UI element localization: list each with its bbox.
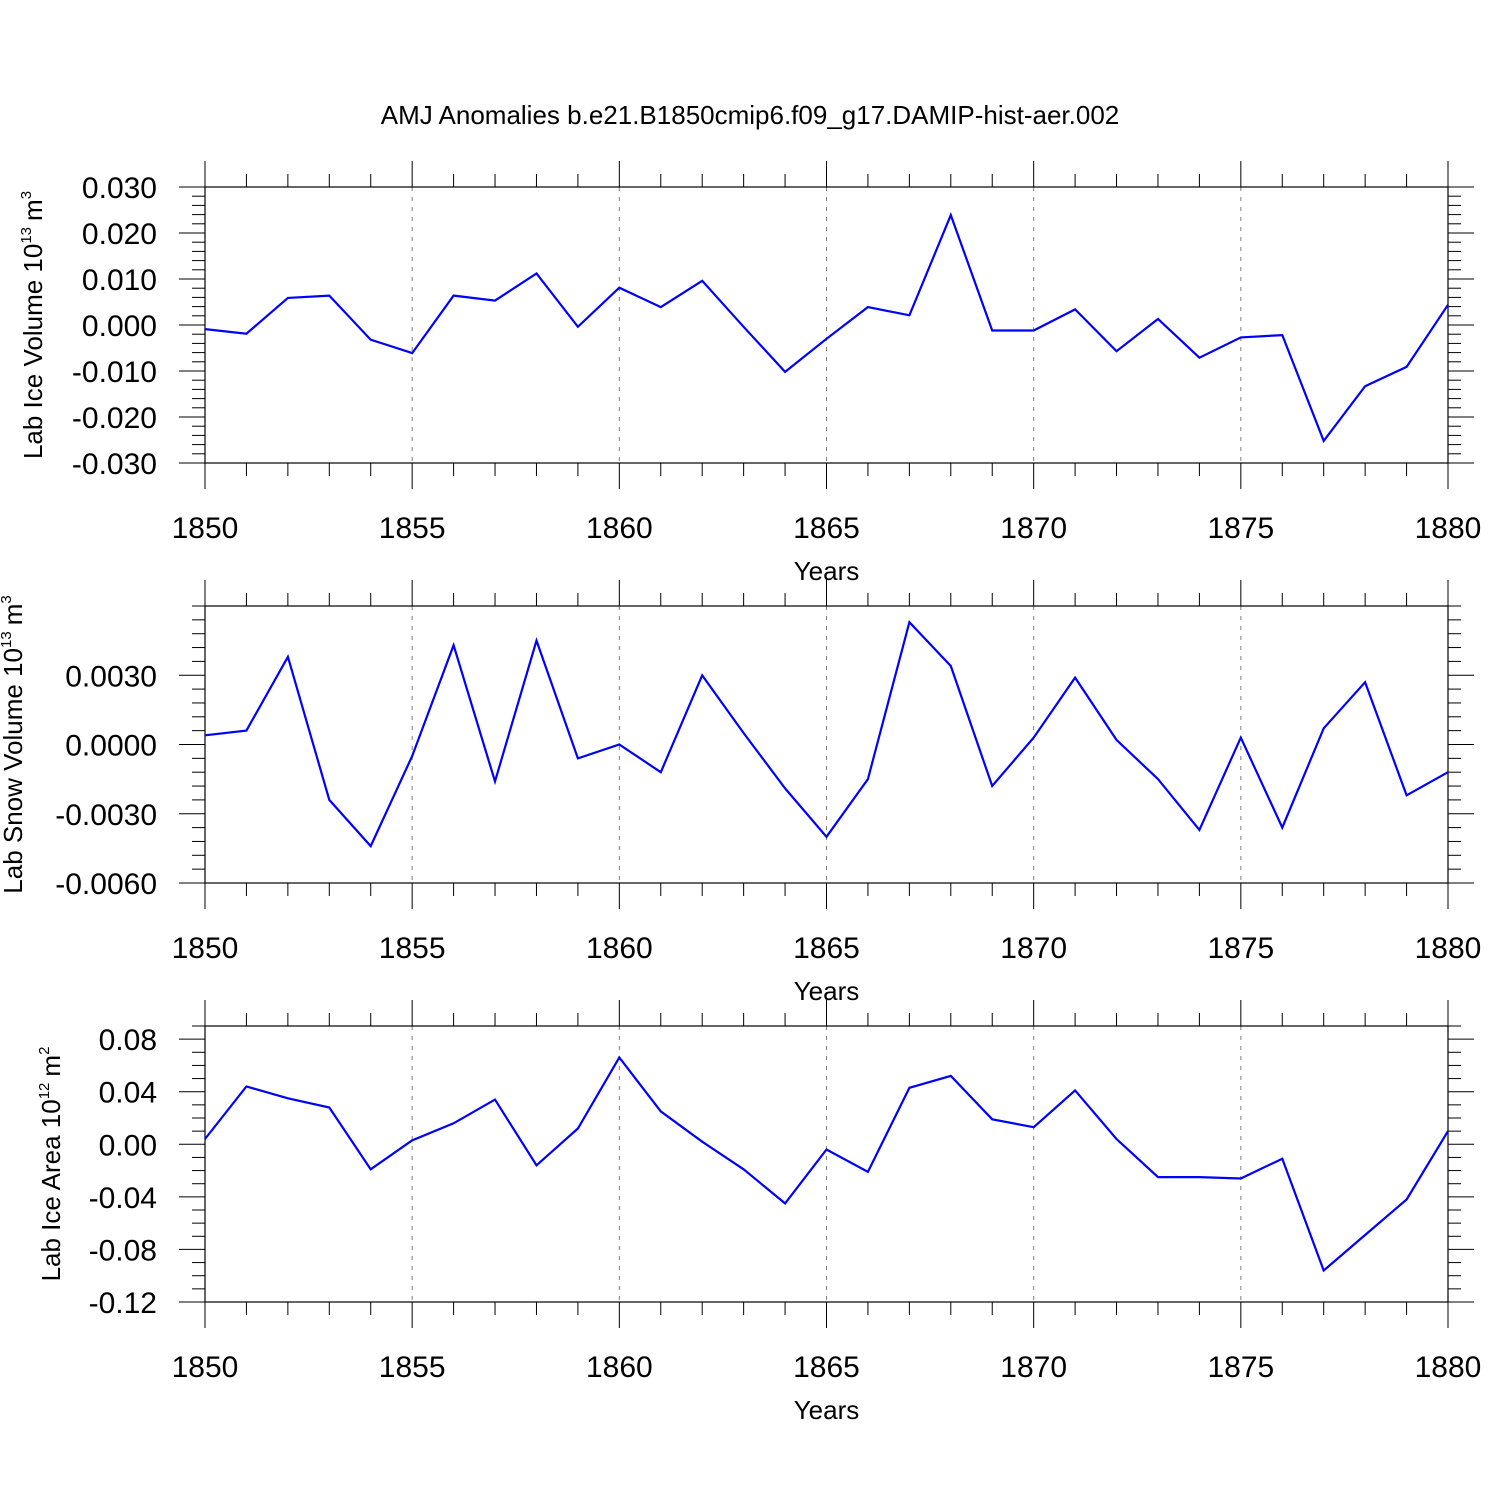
x-tick-label: 1855 bbox=[379, 512, 446, 545]
panel-snow-volume: 1850 1855 1860 1865 1870 1875 1880 0.0030 0.0000… bbox=[0, 580, 1481, 1006]
y-tick-label: -0.04 bbox=[89, 1182, 157, 1215]
x-tick-label: 1860 bbox=[586, 1351, 653, 1384]
chart-title: AMJ Anomalies b.e21.B1850cmip6.f09_g17.D… bbox=[381, 100, 1120, 130]
y-tick-label: -0.0060 bbox=[55, 868, 157, 901]
y-axis-label-unit: m bbox=[36, 1055, 66, 1077]
x-tick-label: 1865 bbox=[793, 1351, 860, 1384]
y-axis-label-exponent: 13 bbox=[0, 631, 15, 648]
y-axis-label: Lab Ice Area 1012 m2 bbox=[36, 1047, 66, 1282]
series-line bbox=[204, 620, 1449, 849]
y-axis-label-unit-exponent: 2 bbox=[36, 1047, 53, 1055]
x-tick-label: 1865 bbox=[793, 932, 860, 965]
y-tick-label: 0.0000 bbox=[65, 730, 157, 763]
y-tick-label: 0.00 bbox=[99, 1129, 157, 1162]
y-tick-label: 0.020 bbox=[82, 218, 157, 251]
y-tick-label: -0.0030 bbox=[55, 799, 157, 832]
y-axis-label: Lab Snow Volume 1013 m3 bbox=[0, 595, 28, 893]
y-axis-label-unit: m bbox=[0, 604, 28, 626]
y-axis-label: Lab Ice Volume 1013 m3 bbox=[18, 191, 48, 459]
series-line bbox=[204, 1055, 1449, 1273]
y-axis-label-unit-exponent: 3 bbox=[0, 595, 15, 603]
y-tick-label: 0.08 bbox=[99, 1024, 157, 1057]
y-axis-label-unit-exponent: 3 bbox=[18, 191, 35, 199]
panel-ice-volume: 1850 1855 1860 1865 1870 1875 1880 0.030 0.020 0.… bbox=[18, 161, 1481, 586]
x-tick-label: 1880 bbox=[1415, 932, 1482, 965]
x-tick-label: 1855 bbox=[379, 932, 446, 965]
x-tick-label: 1880 bbox=[1415, 1351, 1482, 1384]
y-tick-label: -0.12 bbox=[89, 1287, 157, 1320]
x-tick-label: 1875 bbox=[1207, 932, 1274, 965]
x-tick-label: 1865 bbox=[793, 512, 860, 545]
x-tick-label: 1860 bbox=[586, 932, 653, 965]
x-tick-label: 1880 bbox=[1415, 512, 1482, 545]
y-tick-label: 0.04 bbox=[99, 1077, 157, 1110]
x-tick-label: 1870 bbox=[1000, 512, 1067, 545]
y-tick-label: -0.010 bbox=[72, 356, 157, 389]
x-tick-label: 1850 bbox=[172, 512, 239, 545]
x-tick-label: 1870 bbox=[1000, 932, 1067, 965]
x-tick-label: 1875 bbox=[1207, 1351, 1274, 1384]
x-tick-label: 1850 bbox=[172, 932, 239, 965]
y-axis-label-unit: m bbox=[18, 199, 48, 221]
x-tick-label: 1855 bbox=[379, 1351, 446, 1384]
x-tick-label: 1870 bbox=[1000, 1351, 1067, 1384]
panel-ice-area: 1850 1855 1860 1865 1870 1875 1880 0.08 0.04 0.00… bbox=[36, 1000, 1481, 1425]
y-axis-label-exponent: 12 bbox=[36, 1083, 53, 1100]
y-tick-label: 0.030 bbox=[82, 172, 157, 205]
y-axis-label-exponent: 13 bbox=[18, 227, 35, 244]
y-tick-label: 0.000 bbox=[82, 310, 157, 343]
y-tick-label: -0.08 bbox=[89, 1234, 157, 1267]
y-tick-label: -0.030 bbox=[72, 448, 157, 481]
y-tick-label: 0.0030 bbox=[65, 660, 157, 693]
x-tick-label: 1875 bbox=[1207, 512, 1274, 545]
x-tick-label: 1860 bbox=[586, 512, 653, 545]
y-axis-label-text: Lab Snow Volume 10 bbox=[0, 648, 28, 894]
x-tick-label: 1850 bbox=[172, 1351, 239, 1384]
x-axis-label: Years bbox=[794, 1395, 860, 1425]
y-tick-label: 0.010 bbox=[82, 264, 157, 297]
y-axis-label-text: Lab Ice Area 10 bbox=[36, 1099, 66, 1281]
y-axis-label-text: Lab Ice Volume 10 bbox=[18, 244, 48, 459]
y-tick-label: -0.020 bbox=[72, 402, 157, 435]
